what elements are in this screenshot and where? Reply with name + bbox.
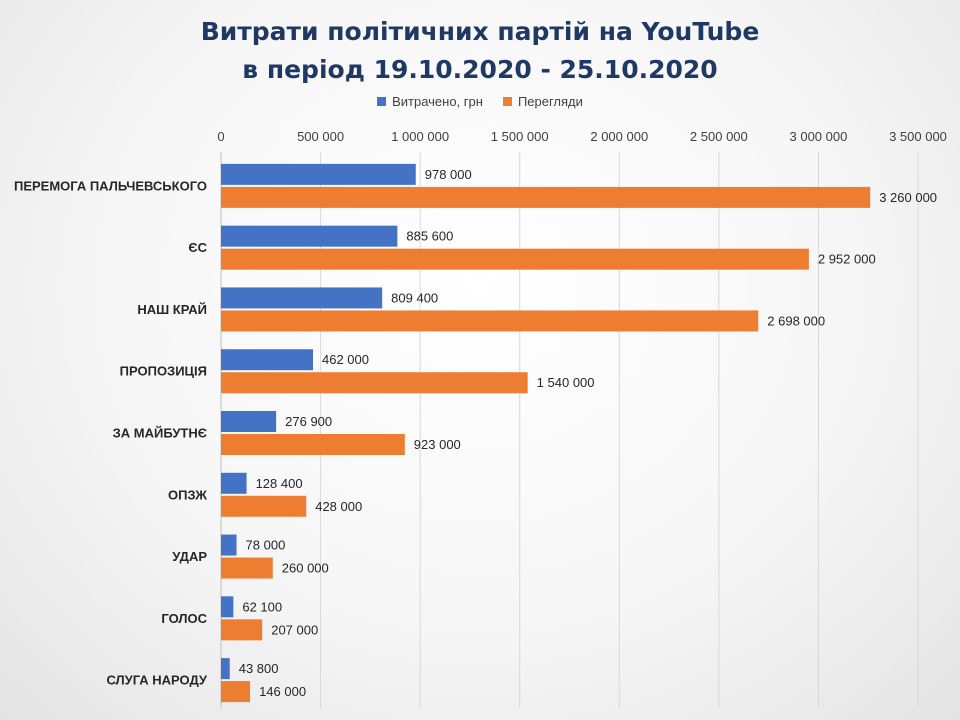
data-label: 78 000 xyxy=(246,538,286,553)
data-label: 885 600 xyxy=(406,229,453,244)
category-label: УДАР xyxy=(172,549,207,564)
bar-views xyxy=(221,495,307,517)
x-tick-label: 0 xyxy=(217,129,224,144)
category-label: ОПЗЖ xyxy=(168,487,207,502)
category-label: ПЕРЕМОГА ПАЛЬЧЕВСЬКОГО xyxy=(14,178,207,193)
data-label: 3 260 000 xyxy=(879,190,937,205)
data-label: 462 000 xyxy=(322,352,369,367)
bar-spent xyxy=(221,534,237,556)
bar-spent xyxy=(221,287,383,309)
legend-label-spent: Витрачено, грн xyxy=(392,94,483,109)
data-label: 146 000 xyxy=(259,684,306,699)
x-tick-label: 3 000 000 xyxy=(790,129,848,144)
chart-title-line2: в період 19.10.2020 - 25.10.2020 xyxy=(242,55,718,84)
data-label: 207 000 xyxy=(271,622,318,637)
bar-views xyxy=(221,372,528,394)
category-label: ЗА МАЙБУТНЄ xyxy=(113,426,207,441)
bar-views xyxy=(221,434,405,455)
data-label: 128 400 xyxy=(256,476,303,491)
legend-swatch-views xyxy=(502,97,512,106)
data-label: 276 900 xyxy=(285,414,332,429)
data-label: 43 800 xyxy=(239,661,279,676)
bar-views xyxy=(221,619,263,641)
legend-label-views: Перегляди xyxy=(517,94,583,109)
bar-spent xyxy=(221,658,230,680)
x-tick-label: 2 500 000 xyxy=(690,129,748,144)
bar-spent xyxy=(221,472,247,494)
bar-views xyxy=(221,310,759,332)
data-label: 260 000 xyxy=(282,561,329,576)
chart-title-line1: Витрати політичних партій на YouTube xyxy=(200,17,760,46)
x-tick-label: 500 000 xyxy=(297,129,344,144)
bar-spent xyxy=(221,163,416,185)
x-tick-label: 1 000 000 xyxy=(391,129,449,144)
bar-spent xyxy=(221,225,398,247)
legend-item-spent[interactable]: Витрачено, грн xyxy=(377,94,483,109)
category-label: СЛУГА НАРОДУ xyxy=(106,673,207,688)
bar-spent xyxy=(221,349,314,371)
category-label: ГОЛОС xyxy=(161,611,207,626)
legend-item-views[interactable]: Перегляди xyxy=(502,94,583,109)
category-label: ПРОПОЗИЦІЯ xyxy=(120,364,207,379)
legend: Витрачено, грн Перегляди xyxy=(0,94,960,109)
x-tick-label: 1 500 000 xyxy=(491,129,549,144)
category-label: НАШ КРАЙ xyxy=(137,302,207,317)
data-label: 428 000 xyxy=(315,499,362,514)
bar-spent xyxy=(221,411,277,432)
bar-views xyxy=(221,681,251,703)
category-label: ЄС xyxy=(188,240,207,255)
bar-views xyxy=(221,248,809,270)
data-label: 923 000 xyxy=(414,437,461,452)
bar-views xyxy=(221,186,871,208)
data-label: 2 952 000 xyxy=(818,252,876,267)
data-label: 809 400 xyxy=(391,290,438,305)
bar-views xyxy=(221,557,273,579)
data-label: 2 698 000 xyxy=(767,313,825,328)
legend-swatch-spent xyxy=(377,97,387,106)
data-label: 978 000 xyxy=(425,167,472,182)
bar-spent xyxy=(221,596,234,618)
data-label: 62 100 xyxy=(242,599,282,614)
x-tick-label: 2 000 000 xyxy=(590,129,648,144)
data-label: 1 540 000 xyxy=(537,375,595,390)
x-tick-label: 3 500 000 xyxy=(889,129,947,144)
